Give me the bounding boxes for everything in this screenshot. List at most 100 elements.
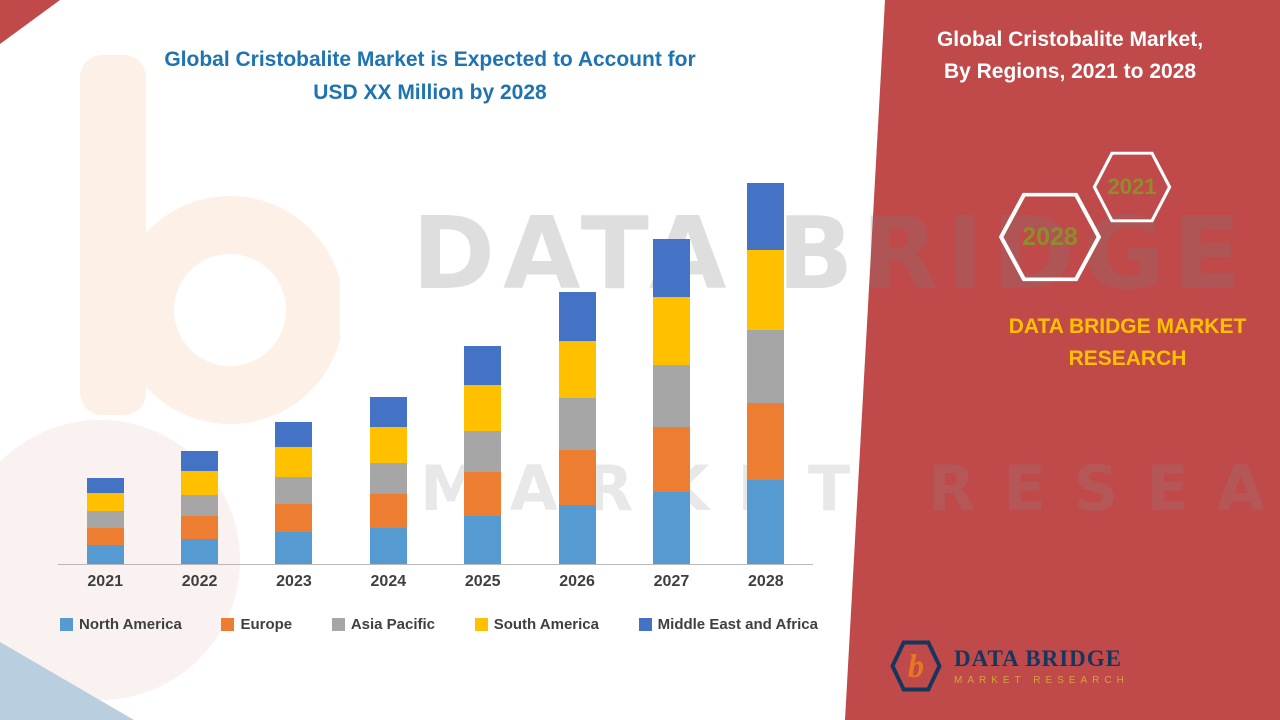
legend: North America Europe Asia Pacific South Ame… [60,616,818,633]
bar-segment-2028 [747,183,785,251]
hexagon-outline-icon [1092,151,1172,223]
bar-segment-2023 [275,476,313,504]
bar-2023 [275,422,313,564]
bar-segment-2026 [558,398,596,451]
bar-segment-2021 [86,493,124,512]
bar-2026 [558,292,596,564]
hexagon-outline-icon [998,192,1102,282]
brand-text: DATA BRIDGE MARKET RESEARCH [980,311,1275,374]
bar-segment-2022 [181,471,219,496]
logo-text: DATA BRIDGE MARKET RESEARCH [954,646,1129,686]
bar-2021 [86,477,124,564]
page-title-line2: USD XX Million by 2028 [313,80,547,104]
top-left-triangle-decor [0,0,60,44]
bar-segment-2023 [275,503,313,533]
brand-text-line1: DATA BRIDGE MARKET [1008,315,1247,338]
bar-segment-2026 [558,340,596,399]
bar-segment-2022 [181,495,219,517]
bar-segment-2026 [558,292,596,341]
bar-segment-2027 [652,364,690,428]
page-title: Global Cristobalite Market is Expected t… [90,44,770,109]
bar-segment-2025 [464,430,502,473]
x-axis-label-2027: 2027 [653,573,690,590]
bar-segment-2027 [652,492,690,564]
bar-segment-2025 [464,516,502,564]
databridge-logo: b DATA BRIDGE MARKET RESEARCH [888,638,1129,694]
x-axis-label-2022: 2022 [181,573,218,590]
bar-segment-2025 [464,385,502,431]
x-axis-labels: 2021 2022 2023 2024 2025 2026 2027 2028 [58,573,813,591]
databridge-logo-icon: b [890,640,942,692]
bar-segment-2022 [181,451,219,472]
bar-2027 [652,238,690,564]
hexagon-2021-label: 2021 [1107,174,1157,199]
bar-2024 [369,397,407,564]
bar-segment-2024 [369,427,407,463]
panel-title-line1: Global Cristobalite Market, [936,28,1204,51]
bar-segment-2026 [558,450,596,505]
brand-b-watermark-icon [70,55,344,430]
bar-segment-2027 [652,296,690,365]
legend-label: South America [493,616,599,633]
hexagon-2028-label: 2028 [1022,222,1078,251]
hexagon-2021: 2021 [1092,151,1172,223]
legend-swatch [60,618,73,631]
hexagon-2028: 2028 [998,192,1102,282]
bar-segment-2023 [275,422,313,448]
brand-text-line2: RESEARCH [1068,346,1187,370]
legend-label: Middle East and Africa [657,616,818,633]
panel-title: Global Cristobalite Market, By Regions, … [905,24,1235,87]
svg-text:b: b [908,649,924,685]
legend-label: North America [79,616,182,633]
watermark-databridge: DATA BRIDGE [412,195,1250,312]
bar-segment-2028 [747,479,785,564]
bar-segment-2024 [369,494,407,528]
legend-label: Europe [240,616,293,633]
x-axis-label-2026: 2026 [559,573,595,590]
bar-segment-2027 [652,238,690,297]
logo-name: DATA BRIDGE [954,646,1122,671]
bar-segment-2021 [86,511,124,528]
legend-swatch [331,618,345,631]
bar-segment-2023 [275,447,313,477]
bar-segment-2028 [747,330,785,404]
legend-item: Middle East and Africa [638,616,818,633]
legend-item: Europe [221,616,292,633]
legend-swatch [474,618,488,631]
bar-segment-2023 [275,532,313,564]
x-axis-label-2024: 2024 [370,573,407,590]
bar-segment-2024 [369,397,407,428]
bar-segment-2024 [369,527,407,564]
bar-segment-2025 [464,345,502,386]
plot-area [58,180,813,565]
x-axis-label-2023: 2023 [276,573,312,590]
legend-swatch [221,618,235,631]
legend-label: Asia Pacific [350,616,436,633]
bar-2022 [181,451,219,564]
bar-segment-2021 [86,527,124,545]
page-title-line1: Global Cristobalite Market is Expected t… [164,48,696,71]
bar-segment-2021 [86,544,124,564]
x-axis-label-2025: 2025 [464,573,501,590]
bar-segment-2026 [558,504,596,564]
panel-title-line2: By Regions, 2021 to 2028 [943,59,1197,83]
bar-segment-2028 [747,250,785,331]
bar-2028 [747,183,785,564]
bar-2025 [464,345,502,564]
bar-segment-2024 [369,462,407,495]
bar-segment-2022 [181,539,219,564]
logo-tagline: MARKET RESEARCH [954,675,1129,686]
bar-segment-2025 [464,472,502,517]
bar-segment-2021 [86,477,124,494]
legend-item: North America [60,616,182,633]
x-axis-label-2028: 2028 [748,573,784,590]
bar-segment-2027 [652,427,690,493]
legend-item: South America [474,616,599,633]
x-axis-label-2021: 2021 [87,573,123,590]
legend-swatch [638,618,652,631]
legend-item: Asia Pacific [331,616,436,633]
bar-segment-2022 [181,516,219,540]
bar-segment-2028 [747,403,785,480]
